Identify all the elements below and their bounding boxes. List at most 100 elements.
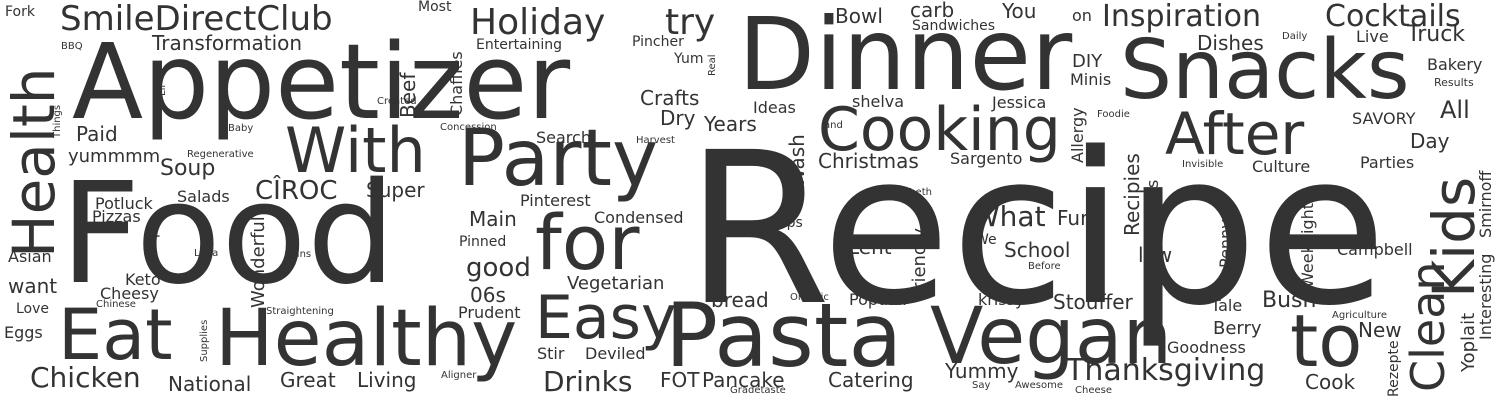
word-bread: bread — [711, 288, 769, 312]
word-savory: SAVORY — [1352, 109, 1416, 128]
word-rezepte: Rezepte — [1386, 340, 1402, 397]
word-eggs: Eggs — [4, 323, 43, 342]
word-pins: Pins — [291, 249, 312, 260]
word-want: want — [8, 274, 58, 298]
word-things: Things — [52, 104, 63, 138]
word-campbell: Campbell — [1337, 240, 1413, 259]
word-real: Real — [707, 54, 718, 76]
word-allergy: Allergy — [1068, 107, 1087, 163]
word-say: Say — [972, 380, 991, 391]
word-luna: Luna — [194, 248, 219, 259]
word-culture: Culture — [1252, 157, 1311, 176]
word-stouffer: Stouffer — [1053, 290, 1133, 314]
word-goodness: Goodness — [1167, 338, 1246, 357]
word-yoplait: Yoplait — [1458, 312, 1479, 372]
word-super: Super — [366, 178, 425, 202]
word-health: Health — [0, 67, 68, 258]
word-penny: Penny — [1216, 219, 1235, 268]
word-truck: Truck — [1407, 22, 1466, 47]
word-thanksgiving: Thanksgiving — [1066, 353, 1266, 388]
word-live: Live — [1356, 27, 1389, 46]
word-concession: Concession — [440, 122, 497, 133]
word-before: Before — [1028, 261, 1061, 272]
word-pinned: Pinned — [459, 234, 507, 250]
word-lil: Lil' — [157, 82, 168, 96]
word-teeth: Teeth — [905, 187, 932, 198]
word-cheese: Cheese — [1075, 385, 1112, 396]
word-chinese: Chinese — [96, 299, 136, 310]
word-yummmm: yummmm — [68, 146, 161, 167]
word-awesome: Awesome — [1015, 380, 1063, 391]
word-dips: Dips — [772, 215, 803, 231]
word-prudent: Prudent — [458, 303, 521, 322]
word-tale: Tale — [1211, 296, 1243, 315]
word-regenerative: Regenerative — [187, 149, 254, 160]
word-06s: 06s — [470, 283, 506, 307]
word-on: on — [1072, 6, 1092, 25]
word-living: Living — [357, 368, 417, 392]
word-catering: Catering — [828, 368, 914, 392]
word-most: Most — [418, 0, 452, 15]
word-ideas: Ideas — [753, 98, 796, 117]
word-recipe: Recipe — [685, 107, 1387, 352]
word-good: good — [466, 253, 531, 283]
word-up: Up — [141, 228, 160, 250]
word-wonderful: Wonderful — [248, 216, 269, 308]
word-krissy: krissy — [978, 290, 1025, 309]
word-sandwiches: Sandwiches — [912, 18, 996, 34]
word-wash: Wash — [785, 134, 809, 188]
word-fot: FOT — [660, 368, 700, 392]
word-carb: carb — [910, 0, 955, 22]
word-gradetaste: Gradetaste — [730, 385, 786, 396]
word-parties: Parties — [1360, 153, 1415, 172]
word-pizzas: Pizzas — [92, 207, 141, 226]
word-appetizer: Appetizer — [72, 21, 571, 143]
word-bakery: Bakery — [1427, 55, 1483, 74]
word-condensed: Condensed — [594, 208, 684, 227]
word-holiday: Holiday — [470, 2, 606, 43]
word-aligner: Aligner — [441, 370, 477, 381]
word-easy: Easy — [535, 283, 677, 353]
word-dry: Dry — [660, 106, 696, 130]
word-vegan: Vegan — [930, 292, 1173, 382]
word-smirnoff: Smirnoff — [1476, 170, 1495, 238]
word-food: Food — [60, 153, 396, 316]
word-chaffles: Chaffles — [447, 51, 466, 116]
word-fun: Fun — [1057, 206, 1093, 230]
word-bush: Bush — [1262, 288, 1317, 313]
word-chicken: Chicken — [30, 361, 141, 394]
word-yummy: Yummy — [945, 359, 1019, 383]
word-friendly: Friendly — [909, 227, 930, 299]
word-supplies: Supplies — [199, 319, 210, 362]
word-organic: Organic — [790, 292, 829, 303]
word-love: Love — [16, 301, 50, 317]
word-weeknight: Weeknight — [1298, 203, 1317, 288]
word-recipies: Recipies — [1120, 153, 1144, 236]
word-vegetarian: Vegetarian — [567, 273, 665, 294]
word-main: Main — [469, 207, 517, 231]
word-harvest: Harvest — [636, 135, 675, 146]
word-popular: Popular — [849, 290, 909, 309]
word-cooking: Cooking — [818, 95, 1061, 165]
word-years: Years — [704, 112, 757, 136]
word-day: Day — [1410, 129, 1450, 153]
word-and: and — [824, 120, 843, 131]
word-with: With — [285, 114, 426, 187]
word-low: low — [1138, 243, 1173, 267]
word-suppers: Suppers — [1143, 179, 1162, 245]
word-what: What — [972, 200, 1046, 233]
word-try: try — [665, 2, 716, 43]
word-interesting: Interesting — [1476, 253, 1495, 340]
word-invisible: Invisible — [1182, 159, 1224, 170]
word-all: All — [1440, 96, 1470, 124]
word-dinner: Dinner — [738, 0, 1073, 113]
word-paid: Paid — [76, 122, 118, 146]
word-transformation: Transformation — [152, 31, 303, 55]
word-snacks: Snacks — [1120, 23, 1410, 118]
word-minis: Minis — [1070, 70, 1112, 89]
word-bowl: Bowl — [835, 4, 883, 28]
word-sargento: Sargento — [950, 149, 1023, 168]
word-shelva: shelva — [852, 92, 905, 111]
word-jessica: Jessica — [992, 93, 1047, 112]
